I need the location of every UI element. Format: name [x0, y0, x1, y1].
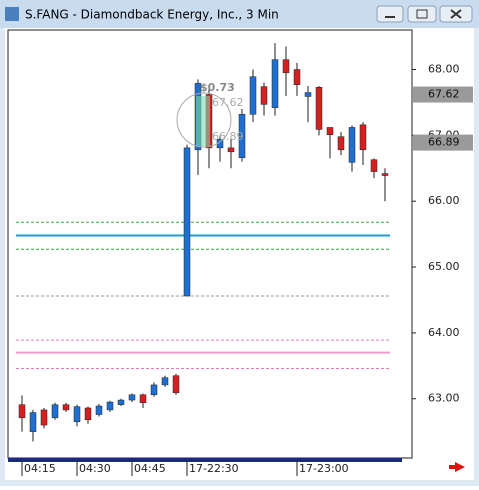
x-tick-label: 04:30: [79, 462, 111, 475]
candle-body: [370, 159, 378, 172]
window-title: S.FANG - Diamondback Energy, Inc., 3 Min: [25, 8, 279, 22]
candle-body: [62, 404, 70, 411]
price-label-box: [413, 134, 473, 151]
candle-body: [359, 124, 367, 151]
candle-body: [271, 59, 279, 108]
candle-body: [326, 127, 334, 135]
candle-body: [40, 409, 48, 426]
x-tick-label: 04:45: [134, 462, 166, 475]
candle-body: [18, 404, 26, 419]
candle-body: [95, 405, 103, 415]
price-label-box: [413, 86, 473, 103]
price-label: 66.89: [428, 136, 460, 149]
candle-body: [293, 69, 301, 85]
candle-body: [51, 404, 59, 419]
candle-body: [106, 401, 114, 411]
price-label: 67.62: [428, 88, 460, 101]
candle-body: [348, 127, 356, 163]
scroll-arrow[interactable]: [449, 462, 465, 472]
candle-body: [304, 92, 312, 97]
candle-body: [381, 173, 389, 176]
measure-annotation: $0.73: [200, 81, 235, 94]
measure-annotation: 66.89: [212, 130, 244, 143]
x-tick-label: 04:15: [24, 462, 56, 475]
maximize-icon: [416, 9, 428, 19]
close-icon: [450, 9, 462, 19]
candle-body: [117, 399, 125, 405]
candle-body: [150, 384, 158, 396]
measure-annotation: 67.62: [212, 96, 244, 109]
candle-body: [238, 114, 246, 158]
minimize-button[interactable]: [376, 5, 404, 23]
candle-body: [73, 406, 81, 423]
y-tick-label: 64.00: [428, 326, 460, 339]
x-tick-label: 17-22:30: [189, 462, 239, 475]
y-tick-label: 65.00: [428, 260, 460, 273]
candle-body: [260, 86, 268, 105]
candle-body: [315, 87, 323, 130]
candle-body: [183, 147, 191, 297]
maximize-button[interactable]: [407, 5, 437, 23]
candle-body: [84, 407, 92, 421]
candle-body: [139, 394, 147, 403]
y-tick-label: 66.00: [428, 194, 460, 207]
candle-body: [227, 147, 235, 153]
candle-body: [29, 412, 37, 432]
measure-box: [196, 96, 210, 146]
measure-circle: [176, 92, 232, 148]
y-tick-label: 63.00: [428, 392, 460, 405]
candle-body: [161, 377, 169, 386]
x-tick-label: 17-23:00: [299, 462, 349, 475]
app-icon: [5, 7, 19, 21]
y-tick-label: 68.00: [428, 63, 460, 76]
candle-body: [172, 375, 180, 394]
time-axis-bar: [8, 458, 402, 462]
candle-body: [128, 394, 136, 401]
candle-body: [282, 59, 290, 74]
plot-frame: [7, 29, 413, 459]
candle-body: [249, 76, 257, 115]
candle-body: [337, 136, 345, 151]
